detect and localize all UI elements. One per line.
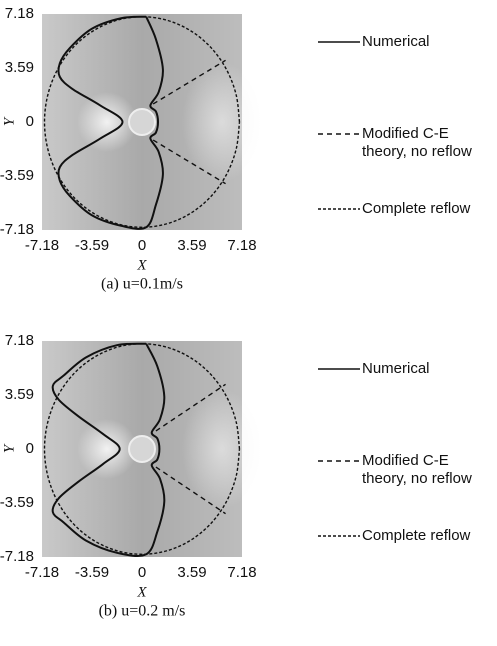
caption: (a) u=0.1m/s: [101, 276, 183, 293]
x-tick-label: 3.59: [177, 564, 206, 581]
x-axis-label: X: [136, 584, 147, 600]
legend-label: Complete reflow: [362, 200, 482, 218]
panel: -7.18 -3.59 0 3.59 7.18 -7.18 -3.59 0 3.59 7.18 X Y…: [0, 327, 497, 646]
legend-label: Complete reflow: [362, 527, 482, 545]
y-tick-label: 3.59: [5, 59, 34, 76]
wake-region: [182, 389, 262, 509]
sphere: [129, 436, 155, 462]
figure: -7.18 -3.59 0 3.59 7.18 -7.18 -3.59 0 3.59 7.18 X Y…: [0, 0, 497, 646]
y-tick-label: 7.18: [5, 332, 34, 349]
y-tick-label: -3.59: [0, 167, 34, 184]
x-tick-label: 3.59: [177, 237, 206, 254]
y-axis-label: Y: [1, 116, 17, 126]
y-tick-label: -7.18: [0, 548, 34, 565]
x-axis-label: X: [136, 257, 147, 273]
legend-label: Modified C-E theory, no reflow: [362, 452, 482, 488]
sphere: [129, 109, 155, 135]
legend-label: Numerical: [362, 33, 482, 51]
y-tick-label: 3.59: [5, 386, 34, 403]
y-axis-label: Y: [1, 443, 17, 453]
y-tick-label: -3.59: [0, 494, 34, 511]
x-tick-label: 0: [138, 237, 146, 254]
y-tick-label: -7.18: [0, 221, 34, 238]
panel: -7.18 -3.59 0 3.59 7.18 -7.18 -3.59 0 3.59 7.18 X Y…: [0, 0, 497, 319]
legend-label: Modified C-E theory, no reflow: [362, 125, 482, 161]
x-tick-label: -3.59: [75, 564, 109, 581]
y-tick-label: 0: [26, 440, 34, 457]
x-tick-label: 0: [138, 564, 146, 581]
caption: (b) u=0.2 m/s: [99, 603, 186, 620]
legend-label: Numerical: [362, 360, 482, 378]
x-tick-label: -7.18: [25, 237, 59, 254]
x-tick-label: -7.18: [25, 564, 59, 581]
y-tick-label: 0: [26, 113, 34, 130]
x-tick-label: 7.18: [227, 237, 256, 254]
y-tick-label: 7.18: [5, 5, 34, 22]
x-tick-label: -3.59: [75, 237, 109, 254]
x-tick-label: 7.18: [227, 564, 256, 581]
